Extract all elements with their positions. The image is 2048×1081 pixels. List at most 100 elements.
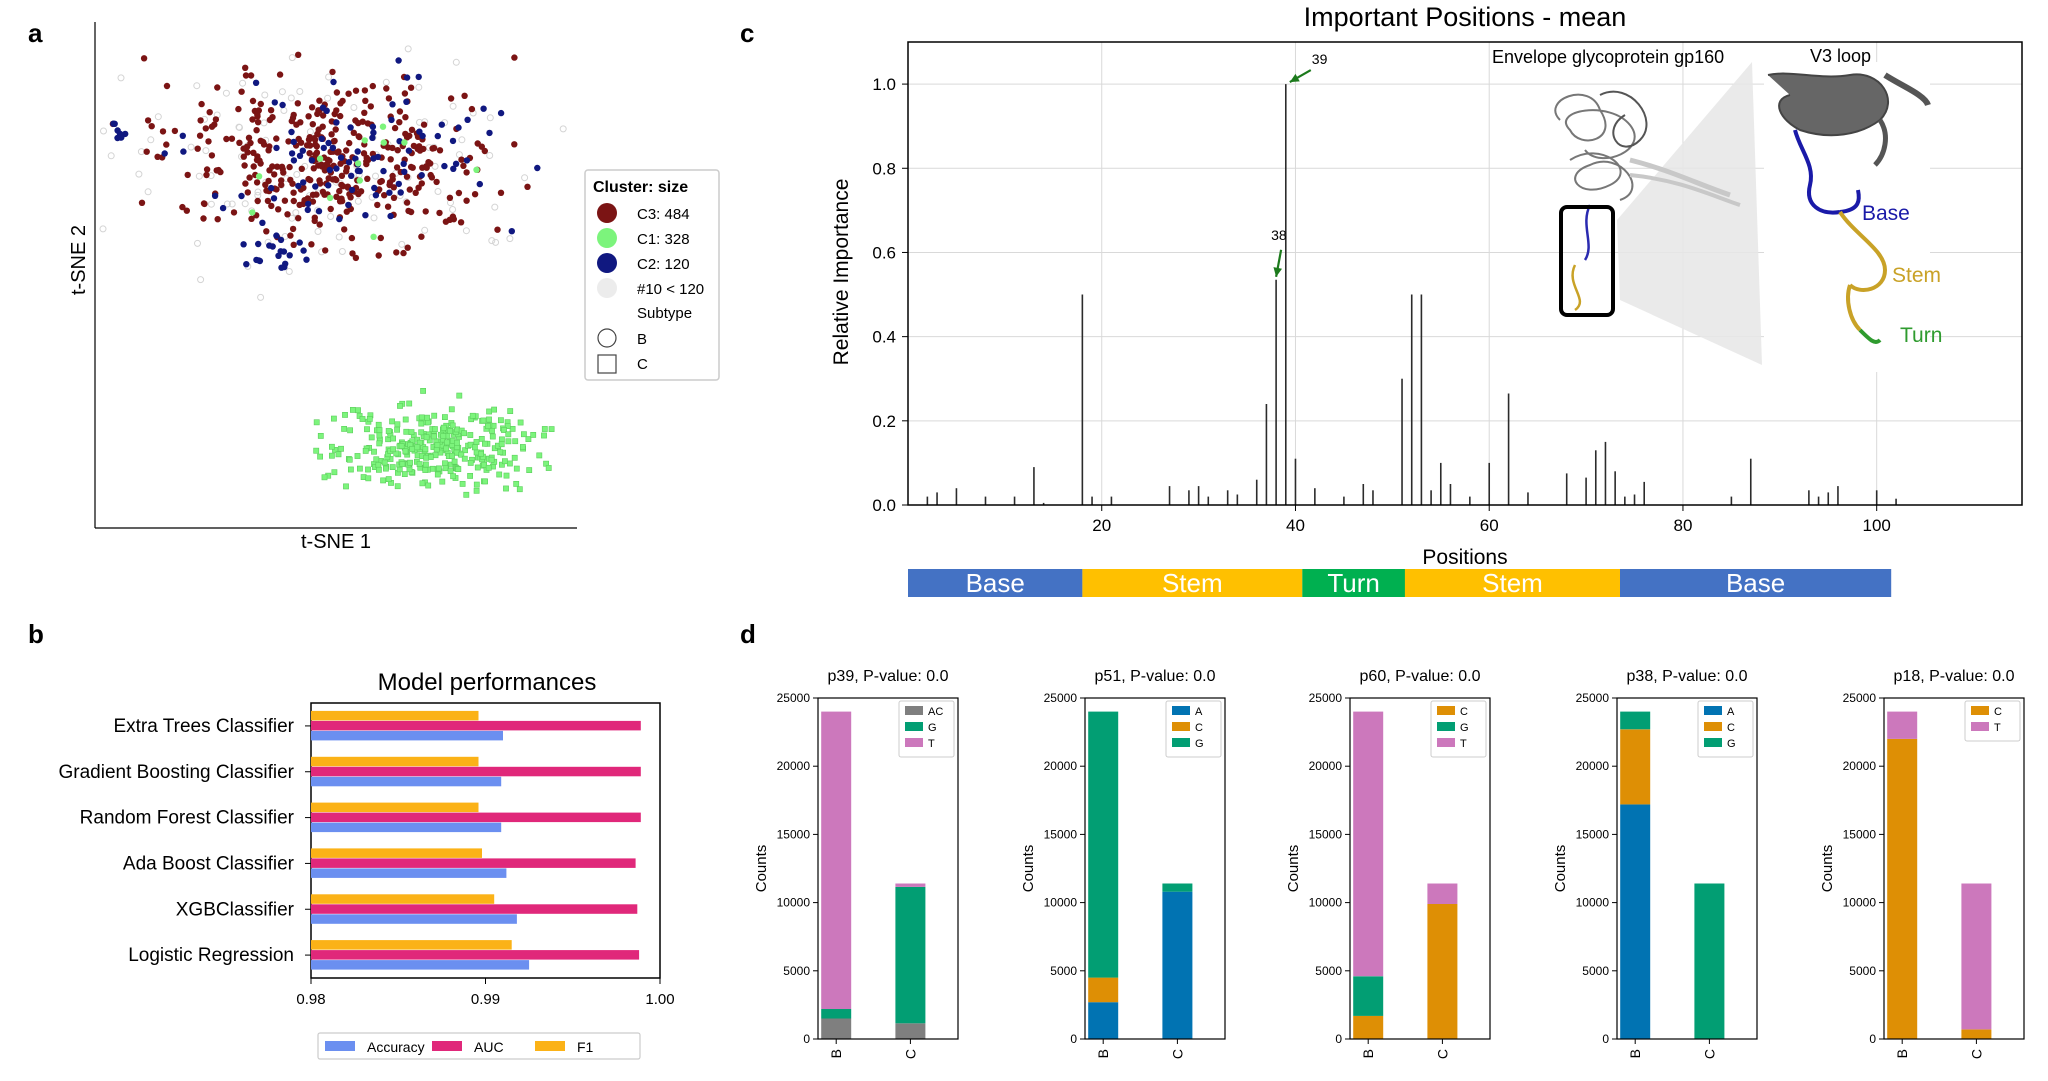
scatter-point-c1-square — [456, 392, 463, 399]
scatter-point-c3 — [352, 117, 359, 124]
scatter-point-other — [254, 188, 262, 196]
scatter-point-c1-square — [394, 421, 401, 428]
subplot-title: p39, P-value: 0.0 — [828, 668, 949, 685]
scatter-point-c3 — [478, 143, 485, 150]
importance-x-label: Positions — [1422, 546, 1507, 569]
subplot-x-tick-label: B — [1627, 1049, 1643, 1058]
scatter-point-c3 — [280, 169, 287, 176]
scatter-point-c1 — [361, 137, 368, 144]
scatter-point-c3 — [362, 97, 369, 105]
perf-bar-f1 — [311, 894, 495, 904]
subplot-title: p60, P-value: 0.0 — [1360, 668, 1481, 685]
scatter-point-c1-square — [397, 402, 403, 409]
legend-swatch-accuracy — [325, 1041, 355, 1051]
subplot-legend-swatch — [1704, 706, 1722, 715]
scatter-point-c3 — [337, 112, 344, 120]
scatter-point-c1-square — [441, 414, 448, 420]
perf-bars — [311, 710, 641, 970]
subplot-title: p51, P-value: 0.0 — [1095, 668, 1216, 685]
scatter-point-c2 — [253, 256, 260, 264]
scatter-point-c1-square — [376, 427, 383, 433]
importance-bars — [926, 84, 1897, 505]
perf-bar-accuracy — [311, 730, 503, 741]
scatter-point-c1-square — [506, 460, 513, 467]
scatter-point-other — [193, 82, 201, 90]
scatter-point-c3 — [183, 207, 190, 214]
scatter-point-other — [350, 104, 358, 111]
stacked-bar-c — [1961, 1029, 1992, 1039]
scatter-point-other — [372, 172, 379, 180]
subplot-y-tick-label: 5000 — [1050, 964, 1077, 978]
scatter-point-c2 — [279, 101, 286, 109]
subplot-y-label: Counts — [1819, 845, 1836, 893]
scatter-point-other — [421, 226, 429, 234]
stacked-bar-a — [1088, 1002, 1119, 1039]
scatter-point-c1-square — [393, 450, 400, 457]
scatter-point-c3 — [428, 174, 436, 181]
importance-x-tick-label: 80 — [1673, 516, 1692, 535]
scatter-point-c1-square — [401, 471, 408, 477]
scatter-point-c3 — [289, 225, 297, 233]
subplot-y-tick-label: 25000 — [1843, 691, 1877, 705]
scatter-point-other — [293, 171, 301, 178]
scatter-point-c2 — [281, 263, 288, 271]
scatter-point-c3 — [436, 209, 443, 217]
scatter-point-c2 — [419, 132, 426, 140]
subplot-frame — [1084, 697, 1226, 1040]
scatter-point-c3 — [511, 141, 518, 148]
panel-label-a: a — [28, 18, 43, 48]
scatter-point-c3 — [336, 198, 344, 205]
scatter-point-c3 — [267, 107, 275, 114]
scatter-point-c3 — [316, 177, 323, 184]
scatter-point-c1-square — [439, 478, 446, 485]
scatter-point-c1-square — [330, 415, 337, 422]
tsne-y-label: t-SNE 2 — [68, 225, 90, 295]
scatter-point-c3 — [369, 82, 376, 90]
scatter-point-other — [449, 102, 457, 110]
scatter-point-c1-square — [497, 417, 504, 424]
scatter-point-c3 — [205, 138, 212, 145]
subplot-legend-label: G — [1195, 738, 1204, 750]
scatter-point-c2 — [270, 195, 278, 202]
scatter-point-c3 — [339, 183, 347, 190]
scatter-point-c3 — [240, 153, 247, 160]
scatter-point-c3 — [244, 149, 251, 156]
scatter-point-c2 — [308, 157, 316, 164]
protein-inset: Envelope glycoprotein gp160 V3 loop Base… — [1492, 46, 1942, 372]
scatter-point-c3 — [245, 134, 253, 141]
scatter-point-c1-square — [463, 491, 470, 498]
scatter-point-other — [288, 54, 296, 62]
legend-swatch-c1 — [597, 228, 617, 248]
scatter-point-other — [462, 227, 470, 235]
scatter-point-c1-square — [467, 472, 473, 479]
scatter-point-c3 — [274, 163, 281, 170]
scatter-point-c2 — [288, 128, 295, 136]
scatter-point-c3 — [393, 164, 401, 171]
scatter-point-c3 — [297, 139, 305, 146]
scatter-point-c1-square — [362, 447, 369, 454]
scatter-point-c1-square — [354, 453, 361, 459]
scatter-point-c3 — [364, 175, 371, 182]
scatter-point-c2 — [268, 184, 275, 192]
subplot-y-tick-label: 25000 — [777, 691, 811, 705]
scatter-point-c2 — [369, 134, 376, 141]
perf-bar-f1 — [311, 710, 479, 721]
legend-swatch-c3 — [597, 203, 617, 223]
scatter-point-c3 — [420, 121, 428, 128]
scatter-point-c2 — [369, 123, 377, 130]
scatter-point-other — [137, 148, 145, 156]
subplot-y-tick-label: 0 — [1335, 1032, 1342, 1046]
scatter-point-c1-square — [431, 433, 437, 440]
scatter-point-c2 — [395, 180, 402, 188]
scatter-point-c1-square — [449, 452, 455, 459]
scatter-point-c2 — [290, 138, 297, 146]
scatter-point-c1-square — [497, 449, 504, 456]
scatter-point-c2 — [497, 109, 505, 117]
scatter-point-c2 — [400, 160, 407, 167]
scatter-point-c2 — [463, 157, 471, 164]
panel-label-b: b — [28, 619, 44, 649]
scatter-point-c3 — [352, 254, 360, 262]
scatter-point-c2 — [325, 139, 332, 147]
scatter-point-c3 — [230, 209, 238, 216]
scatter-point-c1-square — [335, 451, 342, 458]
